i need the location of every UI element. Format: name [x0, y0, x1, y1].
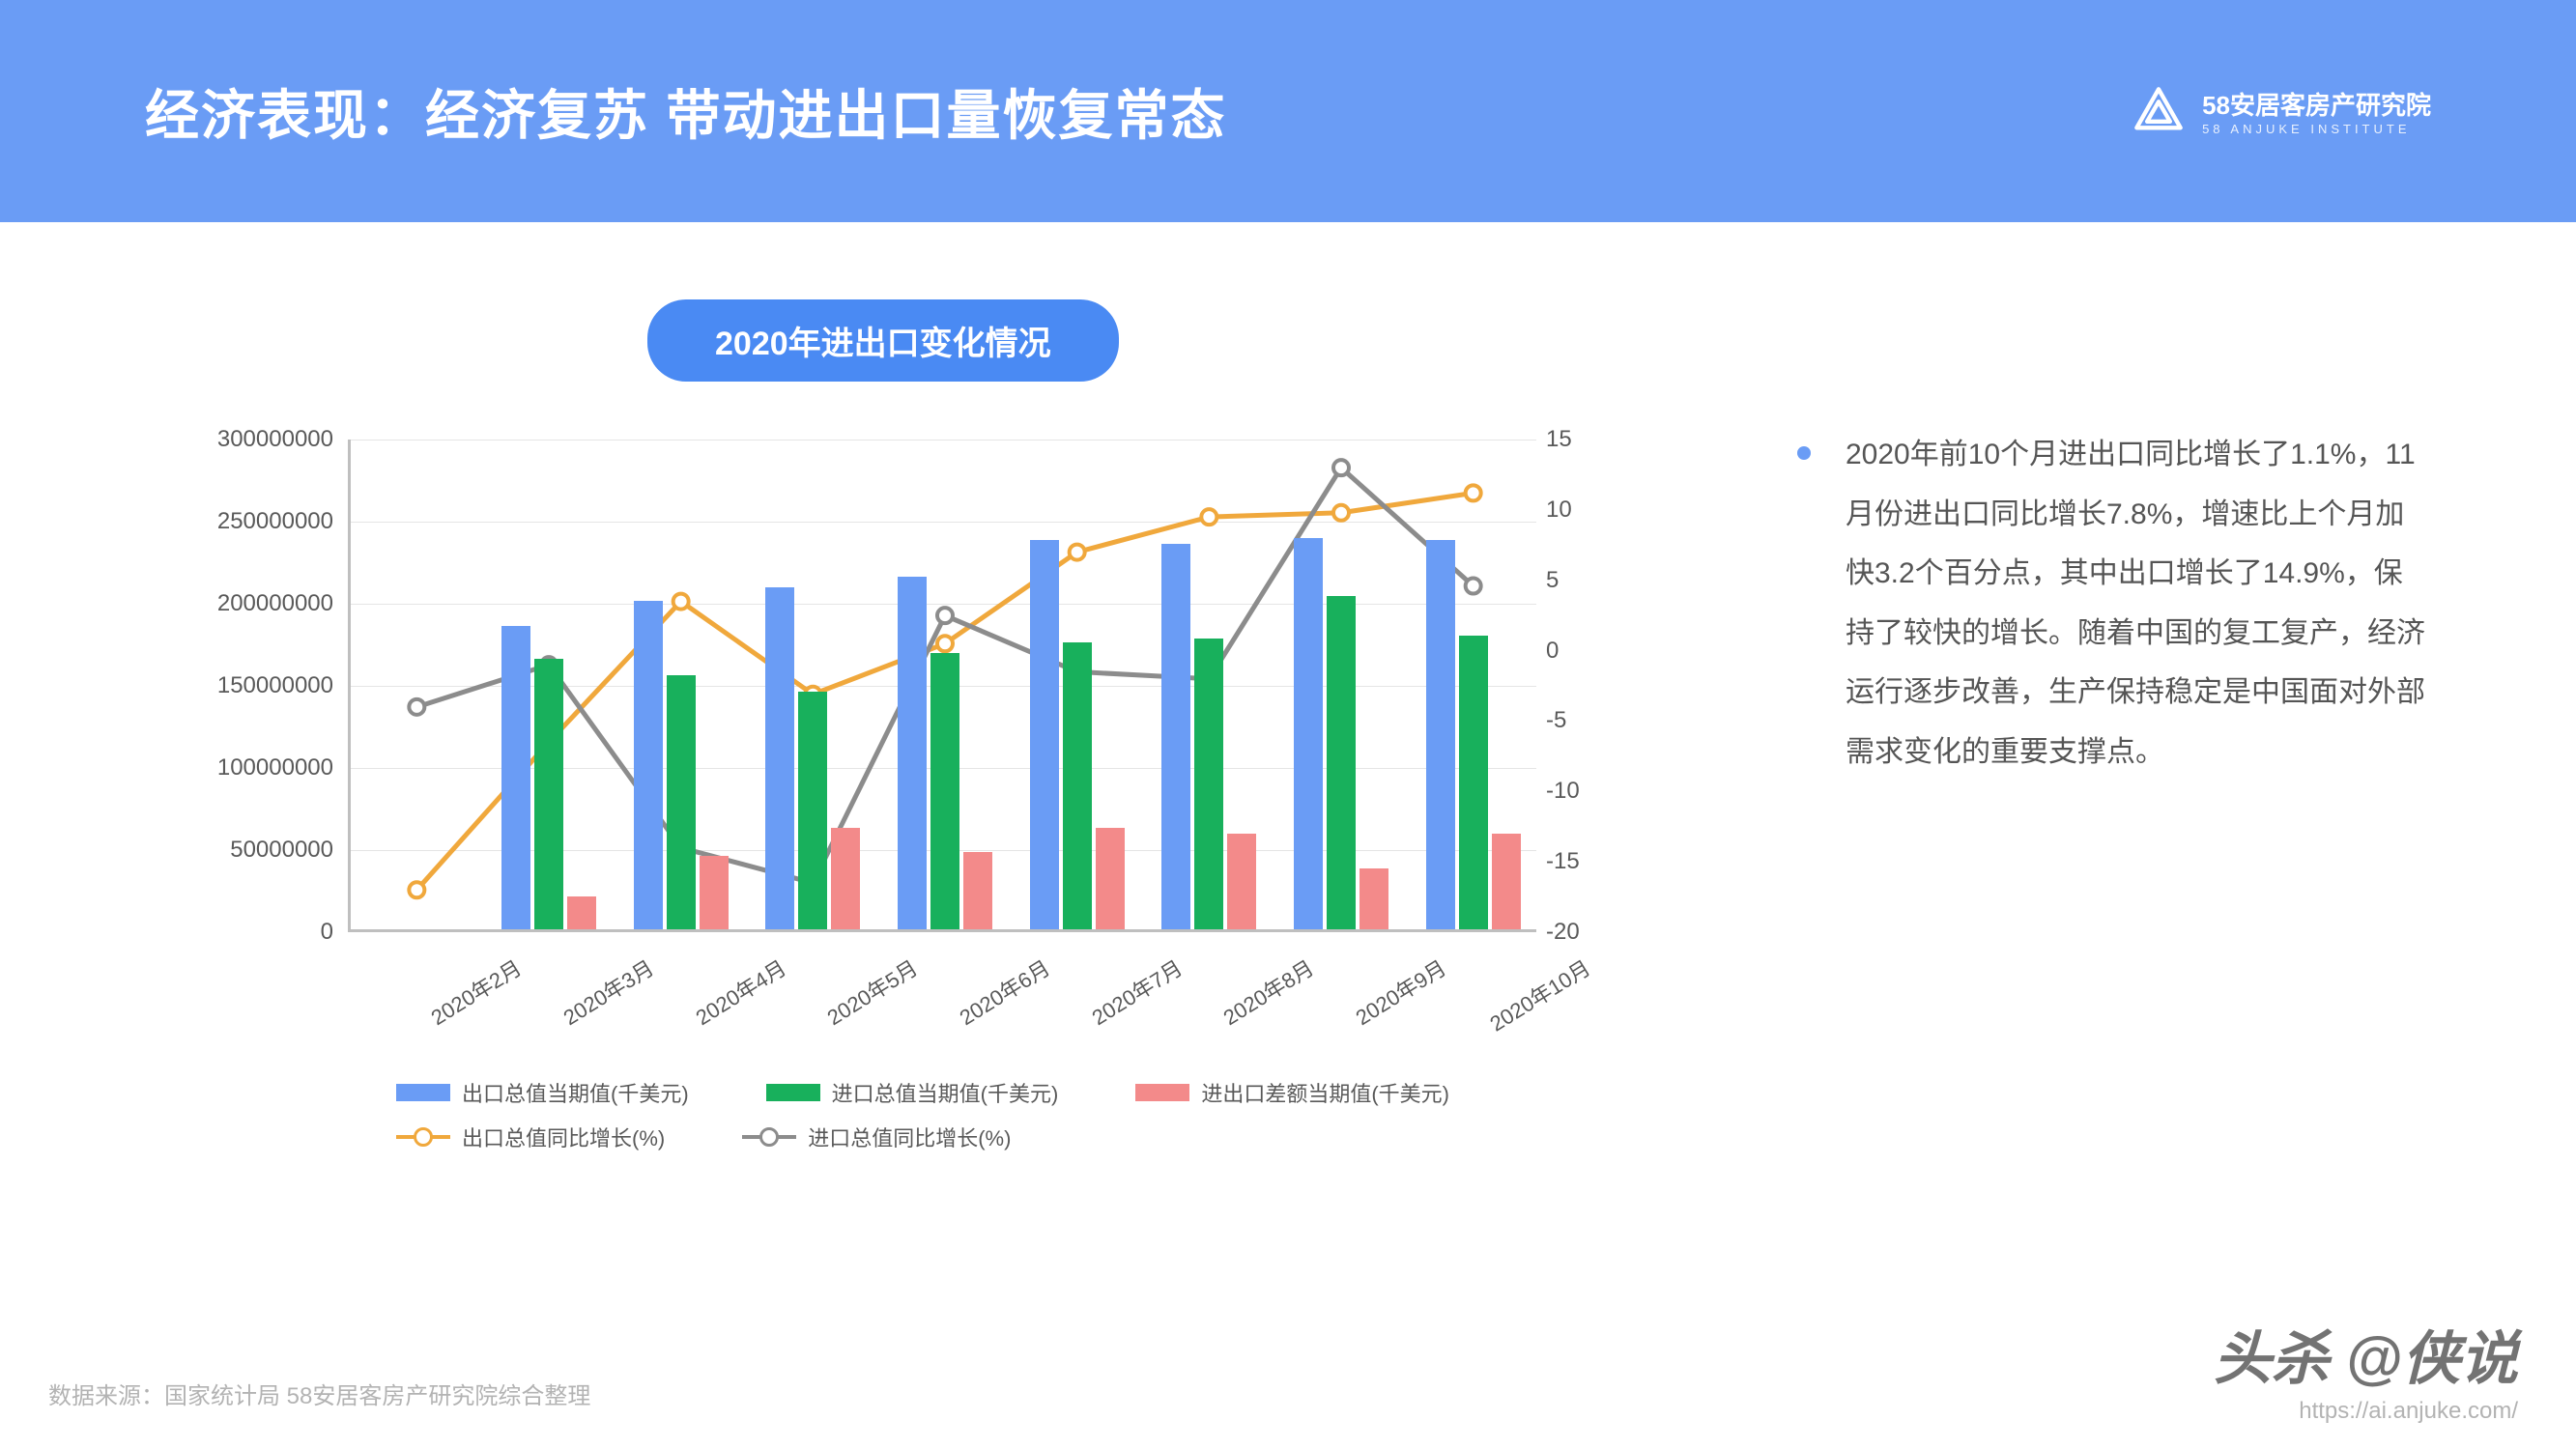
bar-balance — [1227, 834, 1256, 929]
x-tick: 2020年8月 — [1216, 952, 1319, 1032]
marker-export_yoy — [1333, 505, 1349, 521]
y-right-tick: 5 — [1546, 567, 1559, 594]
y-left-tick: 50000000 — [145, 837, 333, 864]
bar-import — [1459, 636, 1488, 929]
y-left-tick: 250000000 — [145, 508, 333, 535]
marker-export_yoy — [1466, 485, 1481, 500]
chart-legend: 出口总值当期值(千美元) 进口总值当期值(千美元) 进出口差额当期值(千美元) 出口总… — [396, 1077, 1672, 1158]
logo-text-en: 58 ANJUKE INSTITUTE — [2202, 122, 2431, 136]
legend-label: 出口总值当期值(千美元) — [462, 1077, 689, 1108]
bar-export — [1294, 538, 1323, 929]
legend-label: 进口总值同比增长(%) — [808, 1122, 1011, 1152]
chart-area: 0 50000000 100000000 150000000 200000000 2500… — [145, 430, 1672, 971]
legend-label: 出口总值同比增长(%) — [462, 1122, 665, 1152]
bar-export — [1030, 540, 1059, 929]
y-right-tick: 0 — [1546, 638, 1559, 665]
y-left-tick: 300000000 — [145, 426, 333, 453]
x-tick: 2020年7月 — [1085, 952, 1188, 1032]
bullet-icon — [1797, 446, 1811, 460]
body-paragraph: 2020年前10个月进出口同比增长了1.1%，11月份进出口同比增长7.8%，增… — [1797, 425, 2431, 781]
logo-text-cn: 58安居客房产研究院 — [2202, 86, 2431, 122]
legend-label: 进口总值当期值(千美元) — [832, 1077, 1059, 1108]
bar-balance — [963, 852, 992, 929]
y-left-tick: 100000000 — [145, 754, 333, 781]
legend-swatch — [396, 1135, 450, 1139]
legend-item: 出口总值同比增长(%) — [396, 1122, 665, 1152]
x-tick: 2020年9月 — [1349, 952, 1451, 1032]
y-right-tick: -20 — [1546, 919, 1580, 946]
bar-balance — [567, 896, 596, 929]
x-tick: 2020年2月 — [424, 952, 527, 1032]
legend-item: 出口总值当期值(千美元) — [396, 1077, 689, 1108]
bar-balance — [1492, 834, 1521, 929]
x-tick: 2020年3月 — [557, 952, 659, 1032]
marker-export_yoy — [1070, 545, 1085, 560]
paragraph-text: 2020年前10个月进出口同比增长了1.1%，11月份进出口同比增长7.8%，增… — [1846, 439, 2425, 768]
chart-column: 2020年进出口变化情况 0 50000000 100000000 150000000… — [145, 299, 1672, 1166]
bar-export — [634, 601, 663, 929]
marker-export_yoy — [409, 882, 424, 897]
header-banner: 经济表现：经济复苏 带动进出口量恢复常态 58安居客房产研究院 58 ANJUK… — [0, 0, 2576, 222]
marker-import_yoy — [1466, 579, 1481, 594]
legend-item: 进口总值当期值(千美元) — [766, 1077, 1059, 1108]
legend-item: 进口总值同比增长(%) — [742, 1122, 1011, 1152]
chart-title: 2020年进出口变化情况 — [647, 299, 1119, 382]
legend-swatch — [766, 1084, 820, 1101]
legend-swatch — [742, 1135, 796, 1139]
legend-label: 进出口差额当期值(千美元) — [1201, 1077, 1449, 1108]
marker-import_yoy — [1333, 460, 1349, 475]
bar-export — [1426, 540, 1455, 929]
bar-export — [1161, 544, 1190, 930]
marker-import_yoy — [937, 608, 953, 623]
bar-balance — [1096, 828, 1125, 929]
bar-import — [930, 653, 959, 929]
bar-import — [1194, 639, 1223, 929]
bar-export — [765, 587, 794, 929]
logo-triangle-icon — [2132, 85, 2185, 137]
x-tick: 2020年6月 — [953, 952, 1055, 1032]
watermark: 头杀 @侠说 — [2214, 1312, 2518, 1396]
y-right-tick: 10 — [1546, 497, 1572, 524]
brand-logo: 58安居客房产研究院 58 ANJUKE INSTITUTE — [2132, 85, 2431, 137]
page-title: 经济表现：经济复苏 带动进出口量恢复常态 — [145, 72, 1227, 151]
marker-export_yoy — [937, 636, 953, 651]
footer-url: https://ai.anjuke.com/ — [2299, 1398, 2518, 1425]
bar-import — [1063, 642, 1092, 930]
x-tick: 2020年5月 — [820, 952, 923, 1032]
y-right-tick: -15 — [1546, 848, 1580, 875]
marker-import_yoy — [409, 699, 424, 715]
bar-export — [501, 626, 530, 930]
bar-balance — [1360, 868, 1388, 929]
y-right-tick: 15 — [1546, 426, 1572, 453]
bar-import — [798, 692, 827, 930]
y-left-tick: 200000000 — [145, 590, 333, 617]
data-source: 数据来源：国家统计局 58安居客房产研究院综合整理 — [48, 1377, 590, 1410]
marker-export_yoy — [1201, 509, 1216, 525]
y-right-tick: -5 — [1546, 707, 1566, 734]
chart-plot — [348, 440, 1536, 932]
y-right-tick: -10 — [1546, 778, 1580, 805]
marker-export_yoy — [673, 594, 689, 610]
text-column: 2020年前10个月进出口同比增长了1.1%，11月份进出口同比增长7.8%，增… — [1672, 299, 2431, 1166]
legend-item: 进出口差额当期值(千美元) — [1135, 1077, 1449, 1108]
legend-swatch — [396, 1084, 450, 1101]
y-left-tick: 150000000 — [145, 672, 333, 699]
y-left-tick: 0 — [145, 919, 333, 946]
x-tick: 2020年4月 — [689, 952, 791, 1032]
bar-import — [667, 675, 696, 930]
bar-balance — [700, 856, 729, 930]
bar-import — [1327, 596, 1356, 929]
legend-swatch — [1135, 1084, 1189, 1101]
bar-export — [898, 577, 927, 930]
bar-import — [534, 659, 563, 930]
bar-balance — [831, 828, 860, 929]
x-tick: 2020年10月 — [1482, 952, 1595, 1037]
